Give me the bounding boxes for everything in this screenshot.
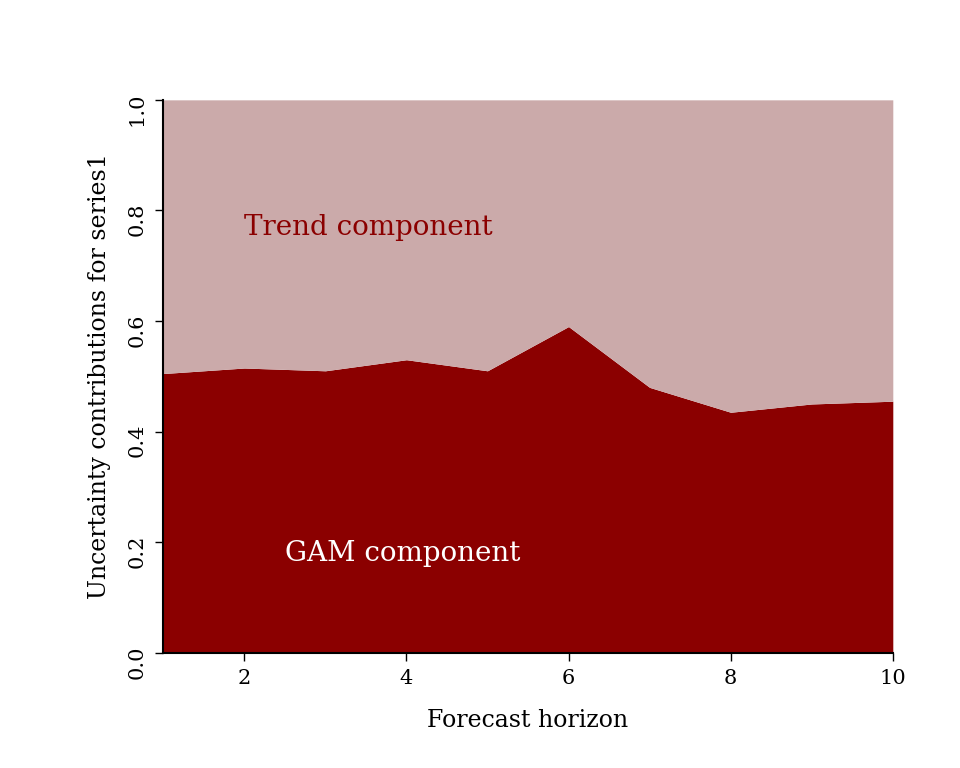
X-axis label: Forecast horizon: Forecast horizon bbox=[427, 710, 629, 733]
Text: GAM component: GAM component bbox=[285, 540, 520, 567]
Text: Trend component: Trend component bbox=[244, 214, 492, 240]
Y-axis label: Uncertainty contributions for series1: Uncertainty contributions for series1 bbox=[88, 154, 110, 599]
